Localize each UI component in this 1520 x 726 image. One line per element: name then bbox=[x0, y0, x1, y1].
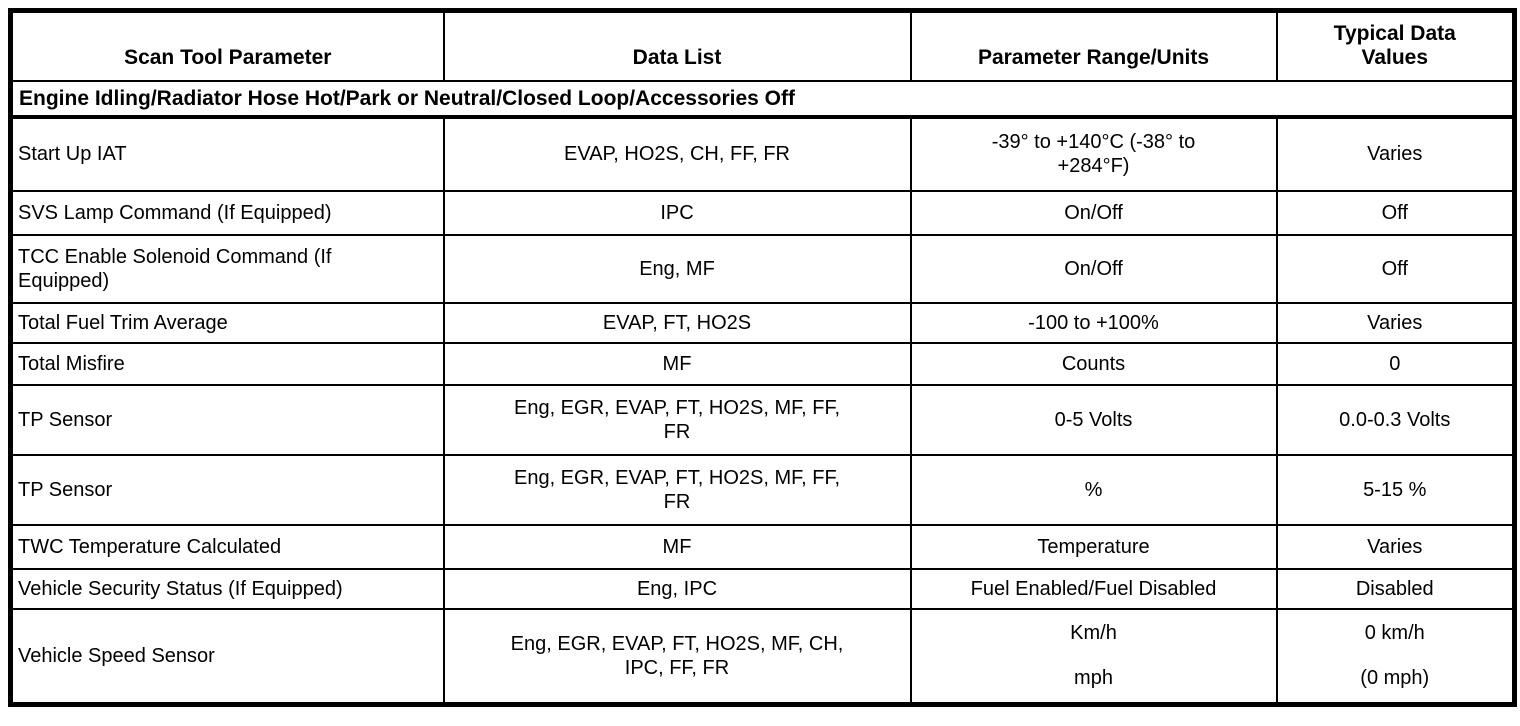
cell-typical-value-line2: (0 mph) bbox=[1360, 667, 1430, 690]
table-row: TP Sensor Eng, EGR, EVAP, FT, HO2S, MF, … bbox=[9, 383, 1516, 456]
cell-data-list: Eng, EGR, EVAP, FT, HO2S, MF, CH, IPC, F… bbox=[442, 607, 912, 706]
cell-typical-value: Off bbox=[1275, 233, 1516, 304]
table-row: Total Fuel Trim Average EVAP, FT, HO2S -… bbox=[9, 301, 1516, 344]
cell-data-list: EVAP, HO2S, CH, FF, FR bbox=[442, 115, 912, 192]
cell-data-list: Eng, IPC bbox=[442, 567, 912, 610]
cell-data-list: IPC bbox=[442, 189, 912, 236]
cell-range-units: Fuel Enabled/Fuel Disabled bbox=[909, 567, 1278, 610]
cell-typical-value: 5-15 % bbox=[1275, 453, 1516, 526]
cell-typical-value: Off bbox=[1275, 189, 1516, 236]
cell-parameter-text: TCC Enable Solenoid Command (If Equipped… bbox=[18, 245, 332, 292]
cell-range-units: % bbox=[909, 453, 1278, 526]
cell-range-units: Km/h mph bbox=[909, 607, 1278, 706]
cell-parameter: Start Up IAT bbox=[9, 115, 445, 192]
cell-data-list: MF bbox=[442, 523, 912, 570]
cell-parameter: TP Sensor bbox=[9, 383, 445, 456]
table-row: Start Up IAT EVAP, HO2S, CH, FF, FR -39°… bbox=[9, 115, 1516, 192]
cell-data-list-text: Eng, EGR, EVAP, FT, HO2S, MF, FF, FR bbox=[513, 396, 840, 443]
cell-parameter: Total Fuel Trim Average bbox=[9, 301, 445, 344]
cell-data-list: Eng, MF bbox=[442, 233, 912, 304]
cell-data-list-text: Eng, EGR, EVAP, FT, HO2S, MF, FF, FR bbox=[513, 466, 840, 513]
cell-typical-value: 0 km/h (0 mph) bbox=[1275, 607, 1516, 706]
section-header-row: Engine Idling/Radiator Hose Hot/Park or … bbox=[9, 79, 1516, 119]
cell-data-list: Eng, EGR, EVAP, FT, HO2S, MF, FF, FR bbox=[442, 453, 912, 526]
scan-tool-parameter-table: Scan Tool Parameter Data List Parameter … bbox=[8, 8, 1517, 708]
table-row: Vehicle Security Status (If Equipped) En… bbox=[9, 567, 1516, 610]
cell-range-units-text: -39° to +140°C (-38° to +284°F) bbox=[991, 131, 1196, 178]
cell-range-units: Counts bbox=[909, 341, 1278, 386]
cell-typical-value: Varies bbox=[1275, 115, 1516, 192]
cell-parameter: SVS Lamp Command (If Equipped) bbox=[9, 189, 445, 236]
table-row: TP Sensor Eng, EGR, EVAP, FT, HO2S, MF, … bbox=[9, 453, 1516, 526]
cell-range-units: -100 to +100% bbox=[909, 301, 1278, 344]
cell-typical-value: Disabled bbox=[1275, 567, 1516, 610]
cell-range-units-line2: mph bbox=[1074, 667, 1113, 690]
table-row: TCC Enable Solenoid Command (If Equipped… bbox=[9, 233, 1516, 304]
column-header-scan-tool-parameter: Scan Tool Parameter bbox=[9, 9, 445, 82]
column-header-data-list: Data List bbox=[442, 9, 912, 82]
cell-data-list: EVAP, FT, HO2S bbox=[442, 301, 912, 344]
section-header: Engine Idling/Radiator Hose Hot/Park or … bbox=[9, 79, 1516, 119]
cell-data-list: MF bbox=[442, 341, 912, 386]
cell-data-list: Eng, EGR, EVAP, FT, HO2S, MF, FF, FR bbox=[442, 383, 912, 456]
column-header-typical-data-values: Typical Data Values bbox=[1275, 9, 1516, 82]
cell-data-list-text: Eng, EGR, EVAP, FT, HO2S, MF, CH, IPC, F… bbox=[510, 632, 844, 679]
cell-typical-value: 0.0-0.3 Volts bbox=[1275, 383, 1516, 456]
header-row: Scan Tool Parameter Data List Parameter … bbox=[9, 9, 1516, 82]
cell-typical-value: 0 bbox=[1275, 341, 1516, 386]
cell-range-units-line1: Km/h bbox=[1070, 622, 1117, 645]
cell-range-units: Temperature bbox=[909, 523, 1278, 570]
cell-parameter: TP Sensor bbox=[9, 453, 445, 526]
cell-parameter: Vehicle Speed Sensor bbox=[9, 607, 445, 706]
table-row: TWC Temperature Calculated MF Temperatur… bbox=[9, 523, 1516, 570]
cell-parameter: Vehicle Security Status (If Equipped) bbox=[9, 567, 445, 610]
table-row: Vehicle Speed Sensor Eng, EGR, EVAP, FT,… bbox=[9, 607, 1516, 706]
cell-typical-value: Varies bbox=[1275, 523, 1516, 570]
cell-parameter: Total Misfire bbox=[9, 341, 445, 386]
table-row: SVS Lamp Command (If Equipped) IPC On/Of… bbox=[9, 189, 1516, 236]
cell-parameter: TCC Enable Solenoid Command (If Equipped… bbox=[9, 233, 445, 304]
cell-range-units: -39° to +140°C (-38° to +284°F) bbox=[909, 115, 1278, 192]
cell-range-units: On/Off bbox=[909, 189, 1278, 236]
cell-parameter: TWC Temperature Calculated bbox=[9, 523, 445, 570]
cell-typical-value: Varies bbox=[1275, 301, 1516, 344]
table-row: Total Misfire MF Counts 0 bbox=[9, 341, 1516, 386]
cell-range-units: 0-5 Volts bbox=[909, 383, 1278, 456]
cell-range-units: On/Off bbox=[909, 233, 1278, 304]
column-header-typical-data-values-text: Typical Data Values bbox=[1333, 22, 1456, 70]
column-header-parameter-range-units: Parameter Range/Units bbox=[909, 9, 1278, 82]
cell-typical-value-line1: 0 km/h bbox=[1364, 622, 1425, 645]
